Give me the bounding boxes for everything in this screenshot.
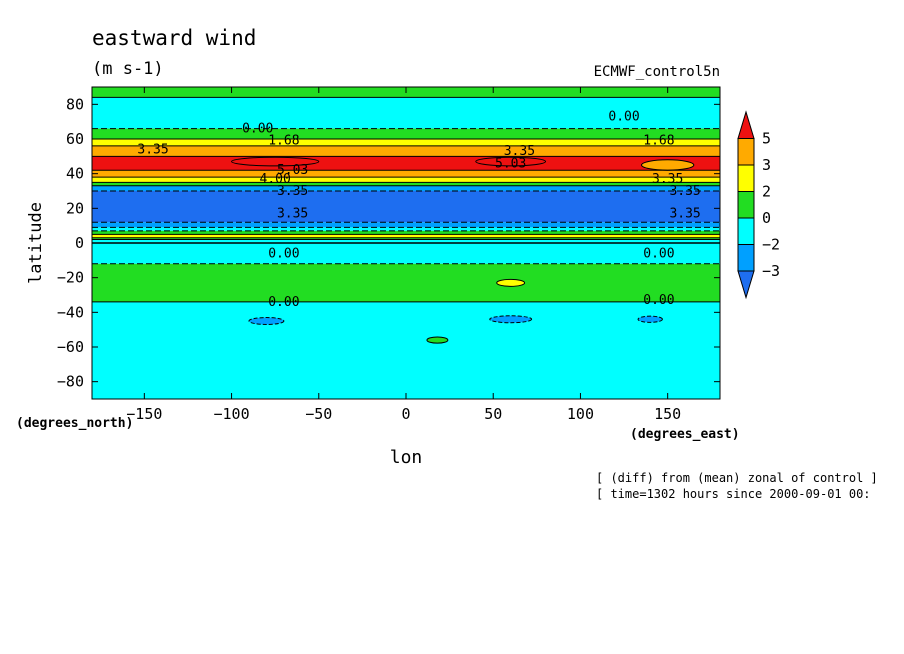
contour-label-6: 5.03 (277, 163, 308, 178)
colorbar-swatch-4 (737, 217, 755, 245)
contour-patch-0 (231, 156, 320, 167)
contour-band-18 (92, 263, 720, 302)
y-tick-label-1: −60 (57, 338, 84, 356)
dataset-label: ECMWF_control5n (594, 64, 720, 80)
contour-label-9: 3.35 (277, 184, 308, 199)
annotation-line-1: [ (diff) from (mean) zonal of control ] (596, 471, 878, 485)
contour-band-4 (92, 145, 720, 157)
colorbar-swatch-2 (737, 164, 755, 192)
contour-label-0: 0.00 (608, 109, 639, 124)
contour-fill-layer (92, 87, 720, 399)
contour-line-layer (92, 96, 720, 303)
y-tick-label-4: 0 (75, 234, 84, 252)
y-axis: −80 −60 −40 −20 0 20 40 60 80 (57, 95, 720, 391)
x-tick-label-2: −50 (305, 405, 332, 423)
contour-label-2: 1.68 (268, 134, 299, 149)
contour-band-19 (92, 301, 720, 399)
x-axis-title: lon (390, 447, 423, 468)
y-tick-label-7: 60 (66, 130, 84, 148)
colorbar-swatch-5 (737, 244, 755, 272)
colorbar-swatch-3 (737, 191, 755, 219)
contour-patch-7 (426, 336, 449, 344)
x-axis-unit: (degrees_east) (630, 427, 740, 442)
y-tick-label-0: −80 (57, 373, 84, 391)
colorbar: 5 3 2 0 −2 −3 (737, 110, 780, 300)
contour-band-12 (92, 227, 720, 231)
contour-label-4: 3.35 (137, 142, 168, 157)
contour-patch-1 (475, 156, 547, 167)
contour-patch-3 (496, 278, 526, 287)
contour-patch-6 (637, 315, 663, 323)
contour-band-2 (92, 128, 720, 139)
x-tick-label-1: −100 (213, 405, 249, 423)
contour-patch-5 (489, 315, 533, 324)
colorbar-swatch-1 (737, 138, 755, 166)
x-tick-label-6: 150 (654, 405, 681, 423)
contour-band-8 (92, 182, 720, 186)
contour-band-10 (92, 191, 720, 223)
colorbar-label-3: 0 (762, 209, 771, 227)
colorbar-label-0: 5 (762, 130, 771, 148)
y-axis-unit: (degrees_north) (16, 416, 133, 431)
contour-label-8: 4.00 (260, 172, 291, 187)
contour-band-5 (92, 156, 720, 171)
colorbar-label-4: −2 (762, 236, 780, 254)
annotation-line-2: [ time=1302 hours since 2000-09-01 00: (596, 487, 871, 501)
contour-label-17: 0.00 (643, 293, 674, 308)
contour-label-layer: 0.000.001.68 1.683.35 3.355.03 5.034.003.35… (137, 109, 700, 309)
contour-band-17 (92, 243, 720, 264)
contour-band-13 (92, 230, 720, 235)
contour-label-16: 0.00 (268, 295, 299, 310)
contour-band-3 (92, 139, 720, 146)
colorbar-label-5: −3 (762, 262, 780, 280)
chart-title: eastward wind (92, 26, 256, 50)
x-tick-label-0: −150 (126, 405, 162, 423)
y-axis-title: latitude (26, 202, 46, 284)
contour-label-12: 3.35 (669, 207, 700, 222)
colorbar-label-2: 2 (762, 183, 771, 201)
colorbar-label-1: 3 (762, 156, 771, 174)
contour-label-14: 0.00 (268, 246, 299, 261)
contour-patch-4 (248, 317, 285, 325)
x-tick-label-5: 100 (567, 405, 594, 423)
contour-label-3: 1.68 (643, 134, 674, 149)
x-tick-label-3: 0 (401, 405, 410, 423)
y-tick-label-2: −40 (57, 303, 84, 321)
contour-label-1: 0.00 (242, 122, 273, 137)
contour-band-1 (92, 97, 720, 129)
contour-label-7: 5.03 (495, 156, 526, 171)
contour-band-7 (92, 177, 720, 183)
contour-band-15 (92, 237, 720, 240)
colorbar-top-arrow (737, 110, 755, 139)
y-tick-label-3: −20 (57, 269, 84, 287)
y-tick-label-6: 40 (66, 165, 84, 183)
colorbar-bottom-arrow (737, 270, 755, 300)
contour-band-6 (92, 170, 720, 178)
units-label: (m s-1) (92, 59, 164, 79)
contour-label-13: 3.35 (652, 172, 683, 187)
contour-label-5: 3.35 (504, 144, 535, 159)
contour-band-9 (92, 185, 720, 191)
contour-label-15: 0.00 (643, 246, 674, 261)
x-axis: −150 −100 −50 0 50 100 150 (126, 87, 681, 423)
x-tick-label-4: 50 (484, 405, 502, 423)
y-tick-label-5: 20 (66, 199, 84, 217)
contour-label-10: 3.35 (669, 184, 700, 199)
contour-band-11 (92, 222, 720, 228)
contour-band-14 (92, 234, 720, 238)
contour-patch-2 (641, 159, 695, 171)
contour-label-11: 3.35 (277, 207, 308, 222)
y-tick-label-8: 80 (66, 95, 84, 113)
contour-band-16 (92, 239, 720, 243)
